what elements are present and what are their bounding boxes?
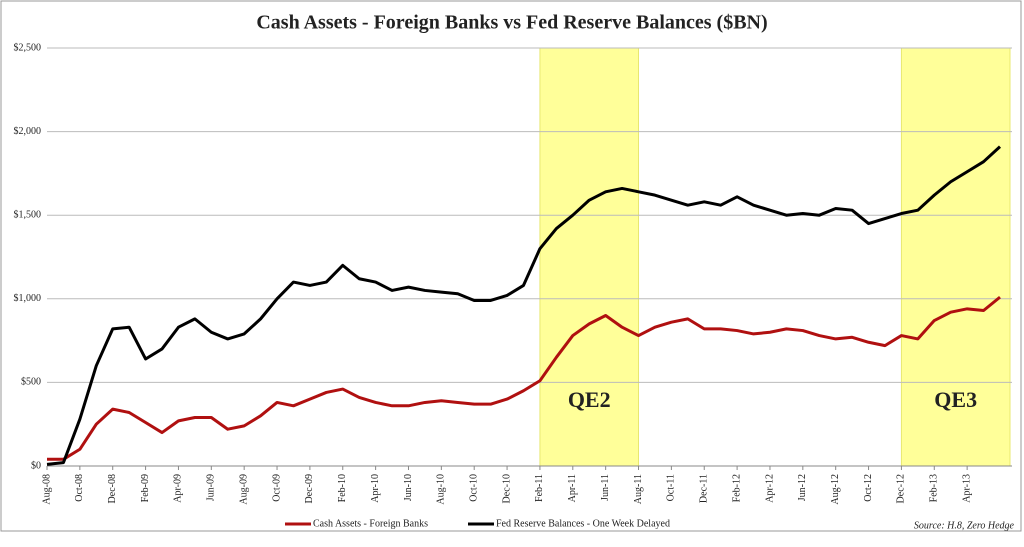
y-tick-label: $0 <box>31 460 41 471</box>
y-tick-label: $2,500 <box>14 42 42 53</box>
x-tick-label: Aug-09 <box>238 474 249 505</box>
x-tick-label: Jun-12 <box>797 474 808 501</box>
series-line <box>47 295 1001 461</box>
x-tick-label: Oct-08 <box>74 474 85 502</box>
x-tick-label: Feb-12 <box>731 474 742 502</box>
x-tick-label: Apr-12 <box>764 474 775 503</box>
x-tick-label: Dec-10 <box>501 474 512 503</box>
x-tick-label: Feb-10 <box>337 474 348 502</box>
x-tick-label: Dec-12 <box>896 474 907 503</box>
y-tick-label: $2,000 <box>14 126 42 137</box>
x-tick-label: Aug-10 <box>436 474 447 505</box>
series-line <box>46 145 1002 466</box>
x-tick-label: Apr-11 <box>567 474 578 502</box>
region-label: QE3 <box>934 387 977 412</box>
x-tick-label: Feb-13 <box>929 474 940 502</box>
shaded-region <box>539 47 640 467</box>
x-tick-label: Feb-09 <box>140 474 151 502</box>
legend-label: Cash Assets - Foreign Banks <box>313 518 428 529</box>
x-tick-label: Oct-11 <box>666 474 677 501</box>
x-tick-label: Dec-09 <box>304 474 315 503</box>
source: Source: H.8, Zero Hedge <box>914 520 1015 531</box>
y-tick-label: $1,500 <box>14 209 42 220</box>
shaded-region <box>900 47 1011 467</box>
x-tick-label: Aug-08 <box>41 474 52 505</box>
x-tick-label: Apr-09 <box>173 474 184 503</box>
x-tick-label: Apr-10 <box>370 474 381 503</box>
x-tick-label: Jun-10 <box>403 474 414 501</box>
x-tick-label: Oct-12 <box>863 474 874 502</box>
y-tick-label: $500 <box>21 377 41 388</box>
x-tick-label: Dec-11 <box>699 474 710 503</box>
x-tick-label: Aug-12 <box>830 474 841 505</box>
y-tick-label: $1,000 <box>14 293 42 304</box>
frame <box>0 0 1022 532</box>
region-label: QE2 <box>568 387 611 412</box>
x-tick-label: Jun-11 <box>600 474 611 501</box>
chart-title: Cash Assets - Foreign Banks vs Fed Reser… <box>256 12 767 34</box>
x-tick-label: Aug-11 <box>633 474 644 504</box>
x-tick-label: Dec-08 <box>107 474 118 503</box>
x-tick-label: Oct-09 <box>271 474 282 502</box>
x-tick-label: Apr-13 <box>961 474 972 503</box>
x-tick-label: Oct-10 <box>469 474 480 502</box>
legend-label: Fed Reserve Balances - One Week Delayed <box>496 518 670 529</box>
x-tick-label: Jun-09 <box>206 474 217 501</box>
x-tick-label: Feb-11 <box>534 474 545 502</box>
